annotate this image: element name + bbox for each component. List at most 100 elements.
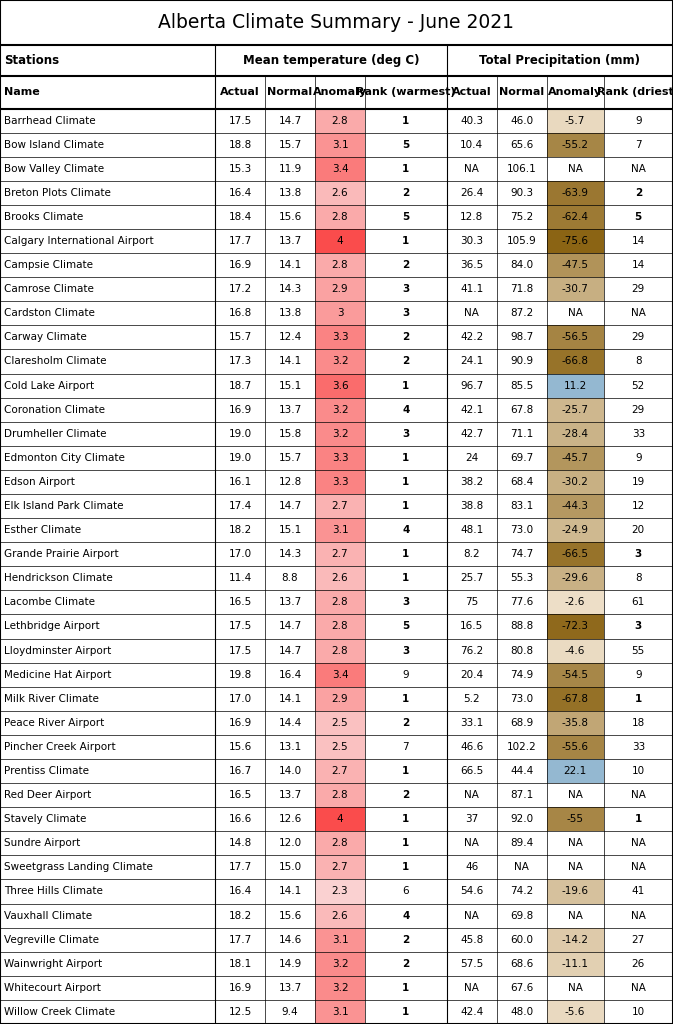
Text: 73.0: 73.0 [510, 694, 533, 703]
Text: 37: 37 [465, 814, 479, 824]
Text: Whitecourt Airport: Whitecourt Airport [4, 983, 101, 993]
Text: 1: 1 [402, 453, 409, 463]
Text: 2: 2 [402, 935, 409, 945]
Text: 13.7: 13.7 [279, 791, 302, 800]
Text: 17.3: 17.3 [228, 356, 252, 367]
Text: 3.1: 3.1 [332, 525, 349, 536]
Text: 1: 1 [402, 1007, 409, 1017]
Text: 2.6: 2.6 [332, 910, 349, 921]
Bar [546, 639, 604, 663]
Bar [546, 735, 604, 759]
Bar [315, 759, 365, 783]
Text: 74.9: 74.9 [510, 670, 534, 680]
Text: 17.5: 17.5 [228, 622, 252, 632]
Text: 41.1: 41.1 [460, 285, 483, 294]
Text: 1: 1 [402, 814, 409, 824]
Text: 13.7: 13.7 [279, 983, 302, 993]
Text: 2.5: 2.5 [332, 742, 349, 752]
Text: 20: 20 [632, 525, 645, 536]
Text: 3.2: 3.2 [332, 983, 349, 993]
Text: 18.4: 18.4 [228, 212, 252, 222]
Text: NA: NA [464, 839, 479, 848]
Text: 17.2: 17.2 [228, 285, 252, 294]
Bar [315, 470, 365, 494]
Text: 10.4: 10.4 [460, 139, 483, 150]
Text: 19.0: 19.0 [229, 429, 252, 438]
Text: 1: 1 [402, 694, 409, 703]
Text: 2.8: 2.8 [332, 260, 349, 270]
Text: Esther Climate: Esther Climate [4, 525, 81, 536]
Text: NA: NA [631, 910, 646, 921]
Text: 2.8: 2.8 [332, 116, 349, 126]
Text: 3.4: 3.4 [332, 670, 349, 680]
Text: 45.8: 45.8 [460, 935, 483, 945]
Bar [546, 542, 604, 566]
Text: 2.8: 2.8 [332, 622, 349, 632]
Text: 1: 1 [402, 164, 409, 174]
Text: Vegreville Climate: Vegreville Climate [4, 935, 99, 945]
Text: 16.4: 16.4 [279, 670, 302, 680]
Text: 75: 75 [465, 597, 479, 607]
Text: 2.5: 2.5 [332, 718, 349, 728]
Text: 18: 18 [632, 718, 645, 728]
Text: 36.5: 36.5 [460, 260, 483, 270]
Text: Red Deer Airport: Red Deer Airport [4, 791, 92, 800]
Text: 15.7: 15.7 [279, 139, 302, 150]
Text: 8: 8 [635, 356, 641, 367]
Text: 1: 1 [402, 862, 409, 872]
Bar [315, 639, 365, 663]
Bar [546, 326, 604, 349]
Text: 3: 3 [402, 308, 409, 318]
Text: NA: NA [464, 164, 479, 174]
Text: Camrose Climate: Camrose Climate [4, 285, 94, 294]
Text: 14.7: 14.7 [279, 116, 302, 126]
Text: Alberta Climate Summary - June 2021: Alberta Climate Summary - June 2021 [159, 13, 514, 32]
Text: NA: NA [568, 791, 583, 800]
Text: 15.6: 15.6 [279, 910, 302, 921]
Text: 1: 1 [402, 549, 409, 559]
Bar [546, 711, 604, 735]
Text: -56.5: -56.5 [562, 333, 589, 342]
Text: 15.8: 15.8 [279, 429, 302, 438]
Text: 87.2: 87.2 [510, 308, 534, 318]
Bar [546, 109, 604, 133]
Bar [315, 591, 365, 614]
Text: 16.8: 16.8 [228, 308, 252, 318]
Text: 1: 1 [402, 501, 409, 511]
Text: 77.6: 77.6 [510, 597, 534, 607]
Text: 33: 33 [632, 742, 645, 752]
Bar [546, 374, 604, 397]
Text: NA: NA [464, 791, 479, 800]
Text: 3: 3 [635, 549, 642, 559]
Text: 17.7: 17.7 [228, 237, 252, 246]
Text: 14.9: 14.9 [279, 958, 302, 969]
Text: 14.1: 14.1 [279, 356, 302, 367]
Text: 2: 2 [402, 718, 409, 728]
Text: 1: 1 [402, 116, 409, 126]
Text: 71.1: 71.1 [510, 429, 534, 438]
Bar [315, 928, 365, 951]
Text: 6: 6 [402, 887, 409, 896]
Text: 13.7: 13.7 [279, 404, 302, 415]
Text: 12.8: 12.8 [460, 212, 483, 222]
Text: 18.7: 18.7 [228, 381, 252, 390]
Bar [315, 374, 365, 397]
Text: 42.1: 42.1 [460, 404, 483, 415]
Text: 87.1: 87.1 [510, 791, 534, 800]
Text: 2.7: 2.7 [332, 549, 349, 559]
Text: 2.8: 2.8 [332, 212, 349, 222]
Text: 48.0: 48.0 [510, 1007, 533, 1017]
Text: 61: 61 [632, 597, 645, 607]
Bar [546, 494, 604, 518]
Text: 55.3: 55.3 [510, 573, 534, 584]
Bar [315, 229, 365, 253]
Text: 54.6: 54.6 [460, 887, 483, 896]
Text: 16.9: 16.9 [228, 983, 252, 993]
Text: 2: 2 [402, 187, 409, 198]
Text: 96.7: 96.7 [460, 381, 483, 390]
Text: 67.8: 67.8 [510, 404, 534, 415]
Text: -55.2: -55.2 [562, 139, 589, 150]
Text: 3.3: 3.3 [332, 477, 349, 487]
Text: 14.1: 14.1 [279, 887, 302, 896]
Text: 14.3: 14.3 [279, 285, 302, 294]
